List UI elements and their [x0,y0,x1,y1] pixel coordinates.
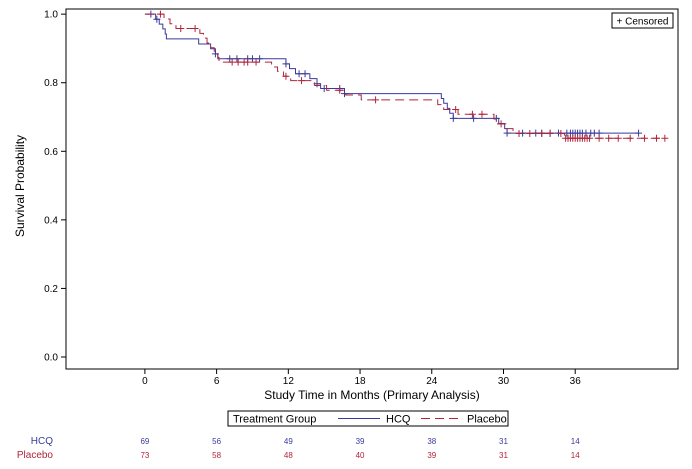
hcq-risk-value: 31 [499,437,508,446]
y-tick-label: 0.2 [44,284,58,295]
x-tick-label: 30 [498,376,510,387]
placebo-censor-mark [234,58,242,66]
placebo-censor-mark [515,129,523,137]
hcq-censor-mark [233,55,241,63]
y-tick-label: 0.6 [44,147,58,158]
placebo-risk-value: 40 [356,451,365,460]
placebo-censor-mark [191,25,199,33]
hcq-risk-value: 39 [356,437,365,446]
y-axis-label: Survival Probability [13,135,27,237]
placebo-censor-mark [156,10,164,18]
hcq-risk-value: 14 [571,437,580,446]
placebo-censor-mark [661,134,669,142]
placebo-censor-mark [468,110,476,118]
placebo-censor-mark [177,25,185,33]
hcq-censor-mark [503,129,511,137]
hcq-censor-mark [341,90,349,98]
series-legend: Treatment Group HCQ Placebo [227,410,509,427]
placebo-censor-mark [282,72,290,80]
placebo-censor-mark [538,129,546,137]
x-tick-label: 36 [570,376,582,387]
y-tick-label: 0.0 [44,353,58,364]
placebo-risk-value: 58 [212,451,221,460]
placebo-censor-mark [244,58,252,66]
placebo-censor-mark [626,134,634,142]
censored-legend: + Censored [611,12,674,29]
hcq-risk-value: 56 [212,437,221,446]
placebo-censor-mark [652,134,660,142]
hcq-censor-mark [256,55,264,63]
placebo-censor-mark [252,58,260,66]
x-tick-label: 0 [142,376,148,387]
placebo-censor-mark [605,134,613,142]
placebo-risk-value: 48 [284,451,293,460]
plot-frame [65,8,679,370]
placebo-censor-mark [557,129,565,137]
risk-table: HCQ 69 56 49 39 38 31 14 Placebo 73 58 48 40 39 31 14 [17,436,580,461]
x-tick-label: 24 [426,376,438,387]
hcq-risk-value: 38 [427,437,436,446]
placebo-censor-mark [641,134,649,142]
hcq-censor-mark [295,70,303,78]
placebo-censor-mark [297,77,305,85]
censored-legend-label: + Censored [617,17,669,28]
x-tick-label: 18 [354,376,366,387]
placebo-risk-value: 14 [571,451,580,460]
placebo-censor-mark [586,134,594,142]
placebo-censor-mark [595,134,603,142]
hcq-risk-value: 49 [284,437,293,446]
hcq-censor-mark [470,114,478,122]
placebo-censor-mark [497,120,505,128]
hcq-risk-label: HCQ [31,436,53,447]
placebo-censor-mark [526,129,534,137]
legend-hcq-label: HCQ [386,414,411,426]
hcq-risk-value: 69 [140,437,149,446]
y-tick-label: 1.0 [44,10,58,21]
y-tick-label: 0.4 [44,215,58,226]
x-tick-label: 6 [214,376,220,387]
hcq-censor-mark [449,114,457,122]
placebo-risk-value: 31 [499,451,508,460]
legend-placebo-label: Placebo [467,414,507,426]
axis-ticks: 0 6 12 18 24 30 36 0.0 0.2 0.4 0.6 0.8 1.0 [44,10,581,387]
placebo-censor-mark [336,86,344,94]
placebo-censor-mark [614,134,622,142]
hcq-censor-mark [248,55,256,63]
placebo-censor-mark [478,110,486,118]
x-tick-label: 12 [283,376,295,387]
legend-title: Treatment Group [233,414,316,426]
series-layer [144,10,669,142]
hcq-censor-mark [282,60,290,68]
placebo-censor-mark [228,58,236,66]
hcq-censor-mark [301,70,309,78]
x-axis-label: Study Time in Months (Primary Analysis) [264,388,479,402]
placebo-censor-mark [546,129,554,137]
placebo-risk-value: 73 [140,451,149,460]
placebo-risk-value: 39 [427,451,436,460]
placebo-risk-label: Placebo [17,450,54,461]
placebo-censor-mark [372,96,380,104]
censored-legend-box [611,12,674,29]
hcq-censor-mark [635,129,643,137]
placebo-censor-mark [452,105,460,113]
hcq-censor-mark [153,15,161,23]
y-tick-label: 0.8 [44,78,58,89]
